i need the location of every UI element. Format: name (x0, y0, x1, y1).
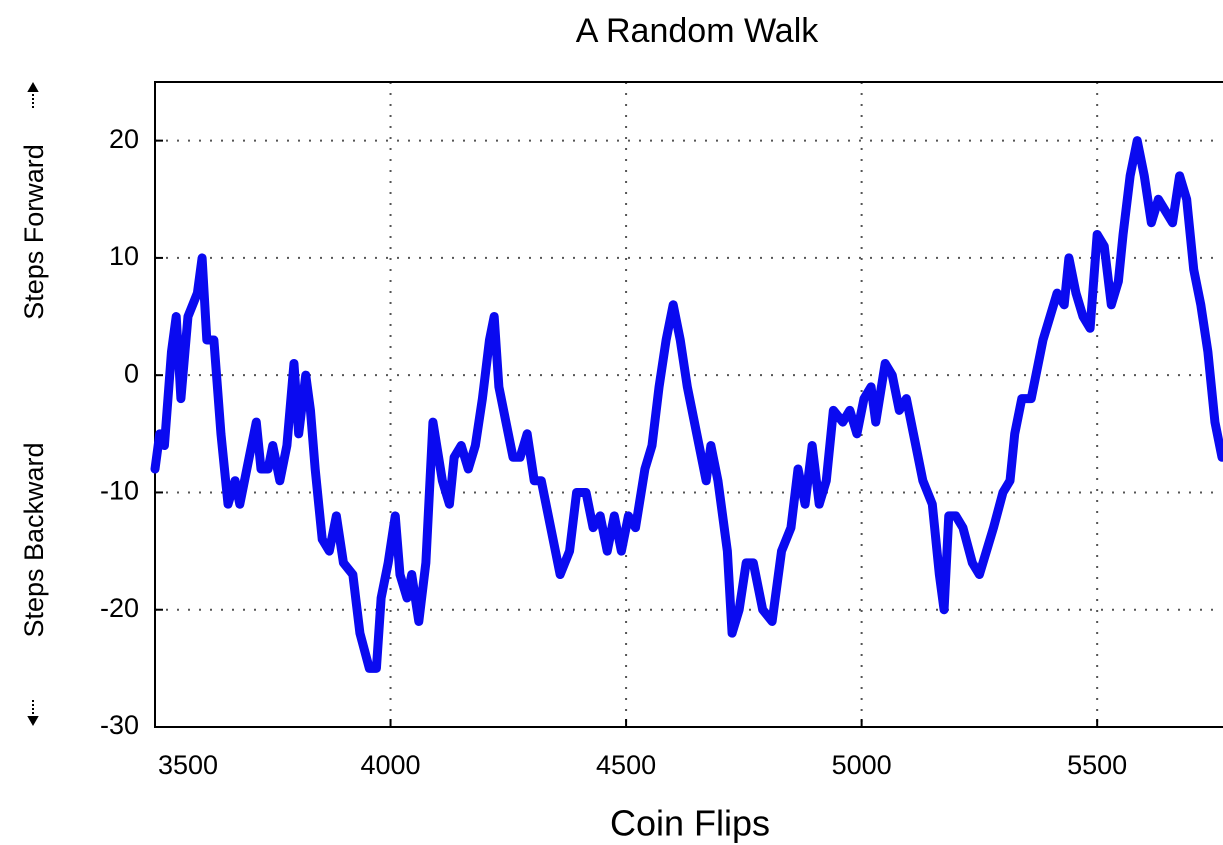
y-tick-label: 10 (109, 241, 139, 271)
x-axis-label: Coin Flips (610, 803, 770, 844)
y-axis-label-lower: Steps Backward (19, 442, 49, 637)
y-arrows (27, 81, 39, 727)
x-tick-label: 4000 (361, 750, 421, 780)
y-tick-label: -10 (100, 476, 139, 506)
y-tick-label: 0 (124, 358, 139, 388)
y-tick-label: -30 (100, 710, 139, 740)
x-tick-label: 5000 (832, 750, 892, 780)
y-tick-label: -20 (100, 593, 139, 623)
x-tick-label: 5500 (1067, 750, 1127, 780)
chart-title: A Random Walk (576, 12, 819, 50)
x-tick-label: 4500 (596, 750, 656, 780)
y-axis-label-upper: Steps Forward (19, 144, 49, 320)
y-tick-label: 20 (109, 124, 139, 154)
line-series (150, 136, 1223, 673)
plot-frame (154, 81, 1223, 728)
x-tick-label: 3500 (158, 750, 218, 780)
